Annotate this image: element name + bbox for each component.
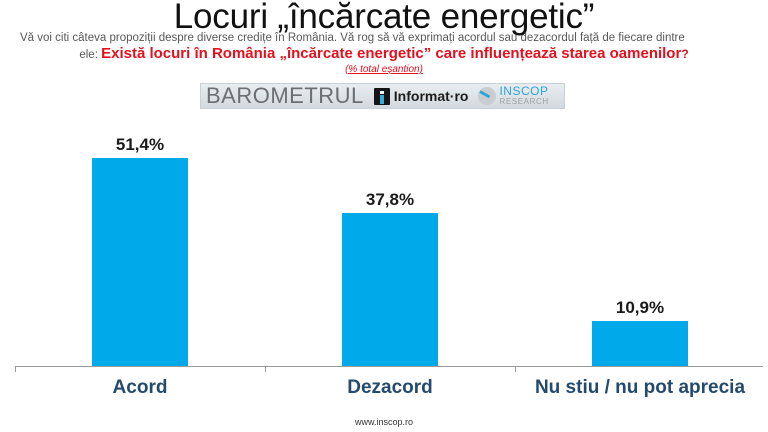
category-label-nu-stiu: Nu stiu / nu pot aprecia [534, 377, 746, 398]
barometer-banner: BAROMETRUL Informat·ro INSCOP RESEARCH [200, 83, 565, 109]
bar-acord [92, 158, 188, 366]
question-line: ele: Există locuri în România „încărcate… [0, 45, 768, 63]
footer-website: www.inscop.ro [354, 417, 414, 427]
value-label-nu-stiu: 10,9% [615, 298, 665, 317]
question-prefix: ele: [79, 49, 102, 61]
inscop-name: INSCOP [499, 84, 549, 98]
question-text: Există locuri în România „încărcate ener… [101, 45, 682, 62]
x-axis-tick [515, 366, 516, 372]
intro-text: Vă voi citi câteva propoziții despre div… [20, 32, 685, 44]
bar-dezacord [342, 213, 438, 366]
x-axis-tick [265, 366, 266, 372]
chart-title: Locuri „încărcate energetic” [173, 0, 595, 36]
question-mark: ? [681, 47, 689, 61]
category-label-dezacord: Dezacord [347, 377, 433, 398]
x-axis-line [15, 366, 763, 367]
bar-nu-stiu [592, 321, 688, 366]
category-label-acord: Acord [112, 377, 168, 398]
x-axis-tick [15, 366, 16, 372]
informat-i-icon [373, 87, 390, 105]
base-note: (% total eșantion) [345, 64, 423, 75]
informat-logo: Informat·ro [373, 87, 469, 105]
informat-logo-text: Informat·ro [393, 88, 469, 104]
barometer-label: BAROMETRUL [206, 83, 364, 108]
value-label-acord: 51,4% [115, 135, 165, 154]
value-label-dezacord: 37,8% [365, 190, 415, 209]
inscop-logo: INSCOP RESEARCH [478, 84, 549, 106]
inscop-sub: RESEARCH [499, 97, 549, 106]
inscop-circle-icon [478, 87, 497, 105]
inscop-logo-text: INSCOP RESEARCH [499, 84, 549, 106]
